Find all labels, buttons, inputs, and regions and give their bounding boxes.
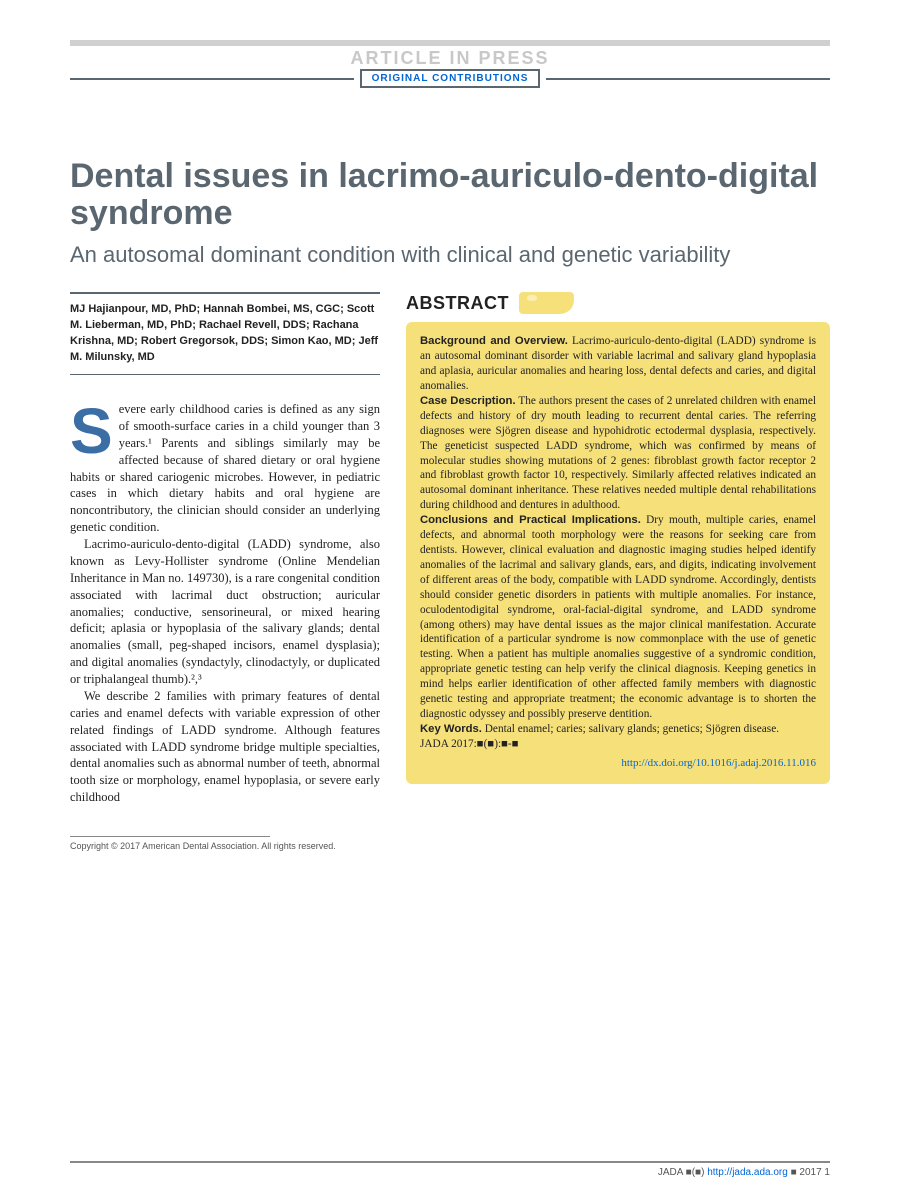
abstract-tab-shape	[519, 292, 574, 314]
footer-text: JADA ■(■) http://jada.ada.org ■ 2017 1	[70, 1167, 830, 1178]
title-block: Dental issues in lacrimo-auriculo-dento-…	[70, 158, 830, 268]
abstract-heading: ABSTRACT	[406, 293, 509, 314]
doi-link[interactable]: http://dx.doi.org/10.1016/j.adaj.2016.11…	[420, 756, 816, 771]
footer-url[interactable]: http://jada.ada.org	[707, 1167, 788, 1178]
two-column-layout: MJ Hajianpour, MD, PhD; Hannah Bombei, M…	[70, 292, 830, 852]
abstract-kw-text: Dental enamel; caries; salivary glands; …	[482, 723, 779, 735]
abstract-case-text: The authors present the cases of 2 unrel…	[420, 395, 816, 511]
abstract-kw-head: Key Words.	[420, 723, 482, 735]
section-label-wrap: ORIGINAL CONTRIBUTIONS	[70, 69, 830, 88]
author-rule-bottom	[70, 374, 380, 375]
abstract-bg-head: Background and Overview.	[420, 335, 568, 347]
top-gray-bar	[70, 40, 830, 46]
footer-rule	[70, 1161, 830, 1163]
dropcap: S	[70, 401, 119, 457]
abstract-case-head: Case Description.	[420, 395, 516, 407]
left-column: MJ Hajianpour, MD, PhD; Hannah Bombei, M…	[70, 292, 380, 852]
copyright-text: Copyright © 2017 American Dental Associa…	[70, 841, 380, 853]
article-in-press-label: ARTICLE IN PRESS	[70, 48, 830, 69]
abstract-box: Background and Overview. Lacrimo-auricul…	[406, 322, 830, 784]
footer-right: ■ 2017 1	[791, 1167, 830, 1178]
abstract-header: ABSTRACT	[406, 292, 830, 314]
author-rule-top	[70, 292, 380, 294]
page-footer: JADA ■(■) http://jada.ada.org ■ 2017 1	[70, 1161, 830, 1178]
footer-jada: JADA ■(■)	[658, 1167, 705, 1178]
article-subtitle: An autosomal dominant condition with cli…	[70, 241, 830, 269]
header-banner: ARTICLE IN PRESS ORIGINAL CONTRIBUTIONS	[70, 48, 830, 88]
article-title: Dental issues in lacrimo-auriculo-dento-…	[70, 158, 830, 233]
copyright-rule	[70, 836, 270, 837]
body-p3: We describe 2 families with primary feat…	[70, 688, 380, 806]
author-list: MJ Hajianpour, MD, PhD; Hannah Bombei, M…	[70, 302, 380, 366]
body-p2: Lacrimo-auriculo-dento-digital (LADD) sy…	[70, 536, 380, 688]
right-column: ABSTRACT Background and Overview. Lacrim…	[406, 292, 830, 852]
rule-left	[70, 78, 354, 80]
abstract-concl-text: Dry mouth, multiple caries, enamel defec…	[420, 514, 816, 720]
section-label: ORIGINAL CONTRIBUTIONS	[360, 69, 541, 88]
abstract-citation: JADA 2017:■(■):■-■	[420, 738, 519, 750]
body-p1: Severe early childhood caries is defined…	[70, 401, 380, 536]
abstract-concl-head: Conclusions and Practical Implications.	[420, 514, 641, 526]
article-body: Severe early childhood caries is defined…	[70, 401, 380, 806]
rule-right	[546, 78, 830, 80]
